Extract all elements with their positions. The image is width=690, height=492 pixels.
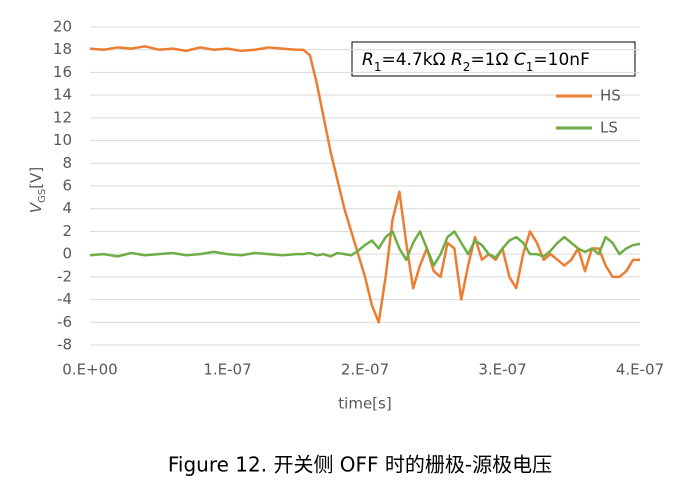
y-tick-label: -6 <box>57 313 72 331</box>
y-label-part: GS <box>37 189 48 203</box>
x-tick-label: 4.E-07 <box>616 361 664 379</box>
annotation-part: C <box>514 50 526 70</box>
y-tick-label: 20 <box>53 18 72 36</box>
y-tick-label: 8 <box>62 154 72 172</box>
y-tick-label: 10 <box>53 131 72 149</box>
legend-label: HS <box>600 87 621 105</box>
x-tick-label: 3.E-07 <box>478 361 526 379</box>
annotation-part: 1 <box>526 60 534 74</box>
annotation-part: R <box>362 50 374 70</box>
annotation-part: =4.7kΩ <box>381 50 451 70</box>
x-tick-label: 1.E-07 <box>203 361 251 379</box>
y-tick-label: 14 <box>53 86 72 104</box>
annotation-part: =1Ω <box>470 50 513 70</box>
x-tick-label: 2.E-07 <box>341 361 389 379</box>
legend-label: LS <box>600 119 618 137</box>
y-tick-label: 6 <box>62 177 72 195</box>
y-axis-label: VGS[V] <box>27 167 48 213</box>
annotation-part: R <box>451 50 463 70</box>
y-tick-label: 12 <box>53 108 72 126</box>
y-tick-label: 0 <box>62 245 72 263</box>
annotation-box <box>351 41 636 77</box>
y-tick-label: 18 <box>53 40 72 58</box>
annotation: R1=4.7kΩ R2=1Ω C1=10nF <box>362 50 590 74</box>
y-tick-label: -2 <box>57 267 72 285</box>
caption: Figure 12. 开关侧 OFF 时的栅极-源极电压 <box>168 453 552 477</box>
series-line <box>89 230 641 267</box>
y-tick-label: 16 <box>53 63 72 81</box>
y-tick-label: 4 <box>62 199 72 217</box>
y-tick-label: -8 <box>57 336 72 354</box>
annotation-part: =10nF <box>533 50 589 70</box>
y-label-part: [V] <box>27 167 45 189</box>
x-axis-label: time[s] <box>338 395 391 413</box>
annotation-part: 2 <box>463 60 471 74</box>
series-line <box>89 45 640 324</box>
x-tick-label: 0.E+00 <box>62 361 117 379</box>
y-tick-label: 2 <box>62 222 72 240</box>
y-tick-label: -4 <box>57 290 72 308</box>
y-label-part: V <box>27 201 45 213</box>
annotation-part: 1 <box>374 60 382 74</box>
